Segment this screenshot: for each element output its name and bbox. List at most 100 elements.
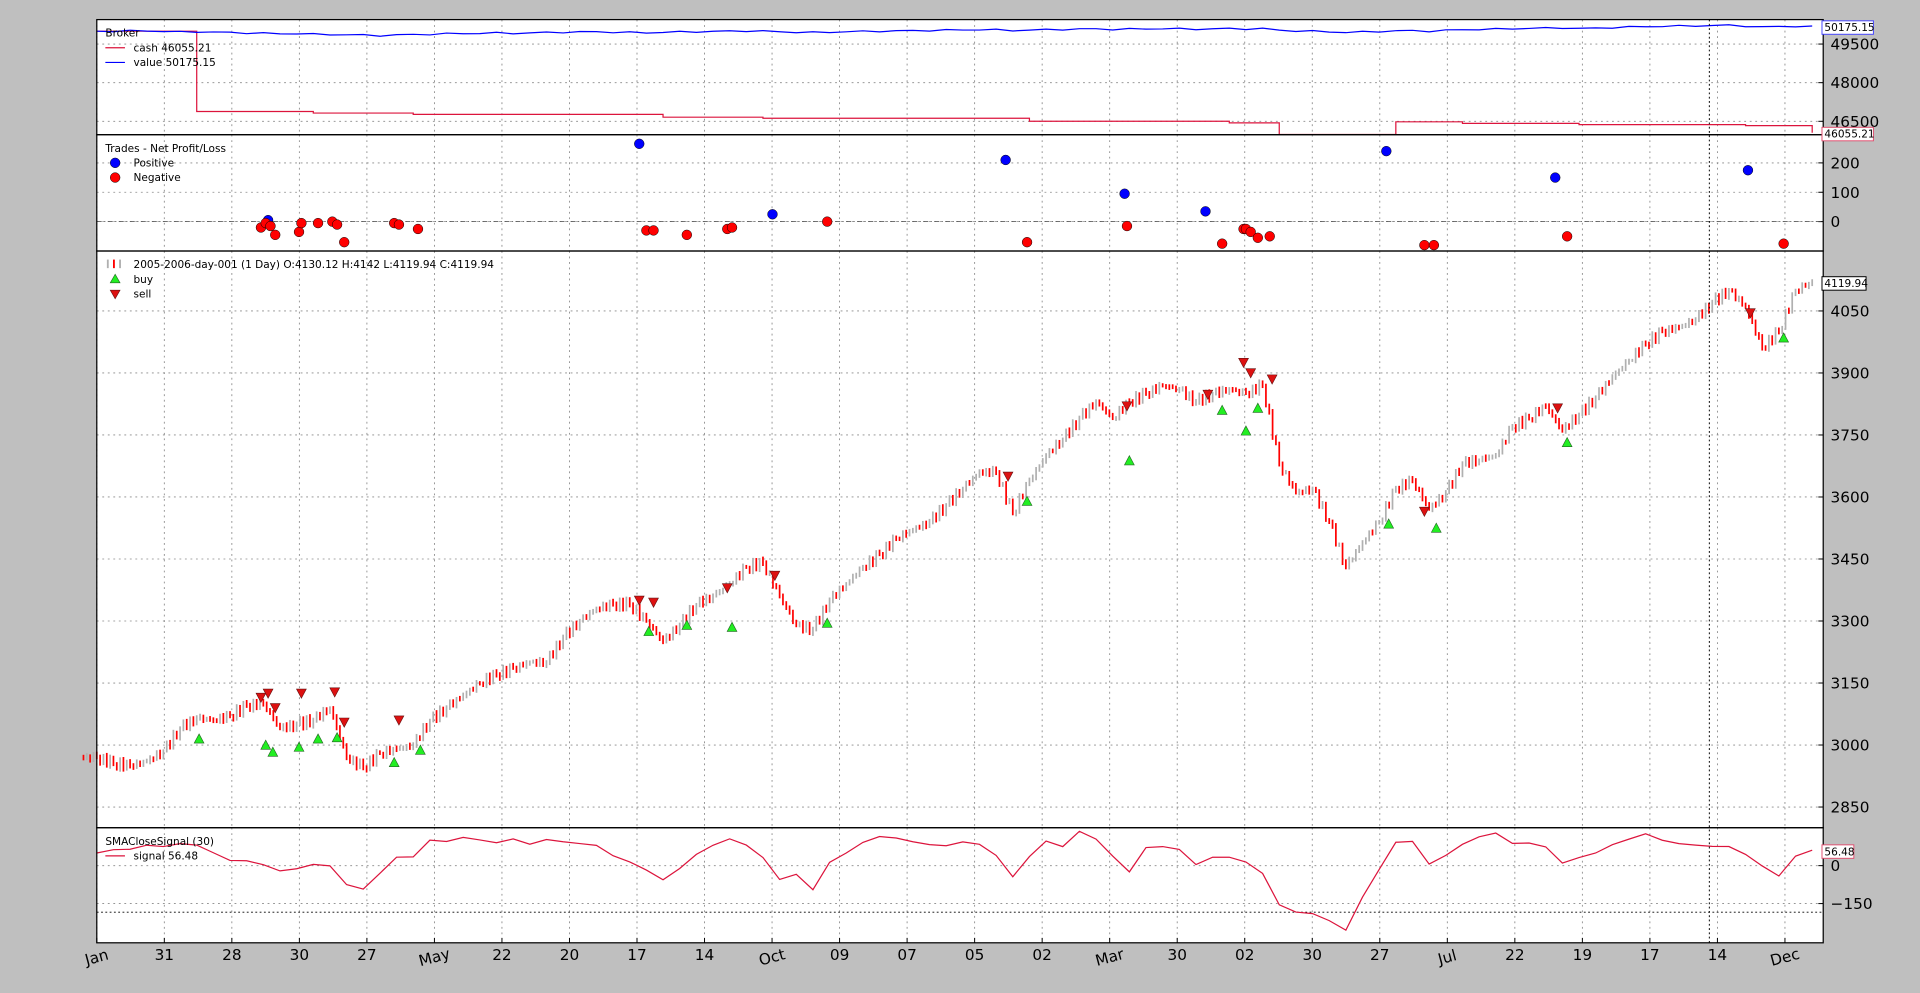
negative-trade-marker [681,229,692,240]
svg-text:4119.94: 4119.94 [1824,278,1868,290]
positive-trade-marker [767,209,778,220]
x-tick-label: 22 [492,946,511,964]
panels: 46500 48000 49500 0 100 200 2850 3000 3150 3300 34… [82,18,1880,944]
negative-trade-marker [1778,238,1789,249]
y-tick-label: 3150 [1831,675,1870,693]
x-tick-label: 14 [695,946,714,964]
price-panel: 2850 3000 3150 3300 3450 3600 3750 3900 4050 [82,251,1870,828]
signal-panel-background [96,827,1824,943]
buy-marker [1252,402,1264,413]
x-tick-label: 07 [897,946,916,964]
x-tick-label: 28 [222,946,241,964]
y-tick-label: 3000 [1831,737,1870,755]
buy-marker [821,617,833,628]
signal-legend: SMACloseSignal (30) signal 56.48 [105,836,214,863]
svg-text:50175.15: 50175.15 [1824,22,1874,34]
x-tick-label: Jan [82,946,110,970]
buy-marker [1123,455,1135,466]
signal-legend-label: signal 56.48 [134,851,199,863]
positive-legend-label: Positive [134,158,175,170]
positive-trade-marker [1119,188,1130,199]
buy-marker [293,741,305,752]
x-tick-label: 02 [1235,946,1254,964]
broker-panel-background [96,19,1824,135]
sell-marker [633,595,645,606]
positive-legend-marker [110,157,121,168]
positive-trade-marker [1200,206,1211,217]
positive-trade-marker [1550,172,1561,183]
buy-marker [1561,436,1573,448]
buy-marker [643,625,655,636]
negative-trade-marker [412,223,424,235]
y-tick-label: 3900 [1831,364,1870,382]
negative-trade-marker [393,219,405,230]
trades-title: Trades - Net Profit/Loss [104,143,226,155]
price-panel-background [96,251,1824,828]
buy-legend-label: buy [134,274,154,286]
negative-trade-marker [293,226,305,238]
x-tick-label: Jul [1435,946,1458,968]
cash-last-label: 46055.21 [1821,126,1875,142]
buy-marker [1778,332,1790,343]
price-title: 2005-2006-day-001 (1 Day) O:4130.12 H:41… [134,259,495,271]
value-legend-label: value 50175.15 [134,57,216,69]
negative-trade-marker [1252,232,1263,243]
negative-trade-marker [822,216,833,227]
buy-marker [1430,522,1442,533]
broker-panel: 46500 48000 49500 [96,19,1880,136]
y-tick-label: 48000 [1831,74,1880,92]
x-tick-label: 17 [1640,946,1659,964]
ohlc-legend-icon [106,259,121,269]
sell-marker [393,715,405,726]
buy-marker [260,739,272,750]
x-axis: Jan 31 28 30 27 May 22 20 17 14 Oct 09 07 05 02 Mar 30 02… [82,937,1802,970]
buy-marker [414,744,426,755]
x-tick-label: 14 [1708,946,1727,964]
buy-marker [726,621,738,632]
x-tick-label: 31 [155,946,174,964]
negative-trade-marker [296,217,307,229]
negative-trade-marker [1217,238,1228,249]
negative-trade-marker [1419,239,1430,251]
price-legend: 2005-2006-day-001 (1 Day) O:4130.12 H:41… [106,259,495,301]
x-tick-label: 30 [1167,946,1186,964]
negative-trade-marker [1264,231,1275,242]
buy-marker [1383,518,1395,529]
buy-marker [1240,425,1252,436]
sell-marker [269,703,281,714]
svg-text:56.48: 56.48 [1824,846,1854,858]
sell-marker [1238,358,1249,369]
sell-marker [769,570,781,582]
sell-marker [1121,401,1133,412]
sell-marker [1744,308,1756,319]
y-tick-label: −150 [1831,895,1873,913]
negative-trade-marker [1245,226,1256,238]
x-tick-label: 17 [627,946,646,964]
buy-marker [1216,404,1228,415]
negative-trade-marker [726,222,738,233]
x-tick-label: 09 [830,946,849,964]
positive-trade-marker [1381,145,1392,157]
sell-marker [329,687,341,698]
negative-trade-marker [648,225,659,236]
sell-marker [1418,506,1430,517]
negative-trade-marker [1561,231,1573,242]
x-tick-label: 02 [1032,946,1051,964]
positive-trade-marker [1000,154,1011,166]
trades-panel: 0 100 200 [96,134,1860,252]
buy-marker [193,733,205,744]
negative-legend-label: Negative [134,172,181,184]
x-tick-label: 27 [357,946,376,964]
signal-line [96,830,1813,932]
broker-title: Broker [105,28,140,40]
signal-panel: 0 −150 [96,827,1873,943]
sell-marker [1202,389,1214,401]
value-line [96,24,1813,37]
buy-marker [681,619,693,630]
trades-legend: Trades - Net Profit/Loss Positive Negati… [104,143,226,184]
positive-trade-marker [634,138,645,149]
sell-marker [721,583,733,594]
sell-legend-icon [109,289,121,300]
x-tick-label: 05 [965,946,984,964]
negative-trade-marker [1428,239,1440,251]
